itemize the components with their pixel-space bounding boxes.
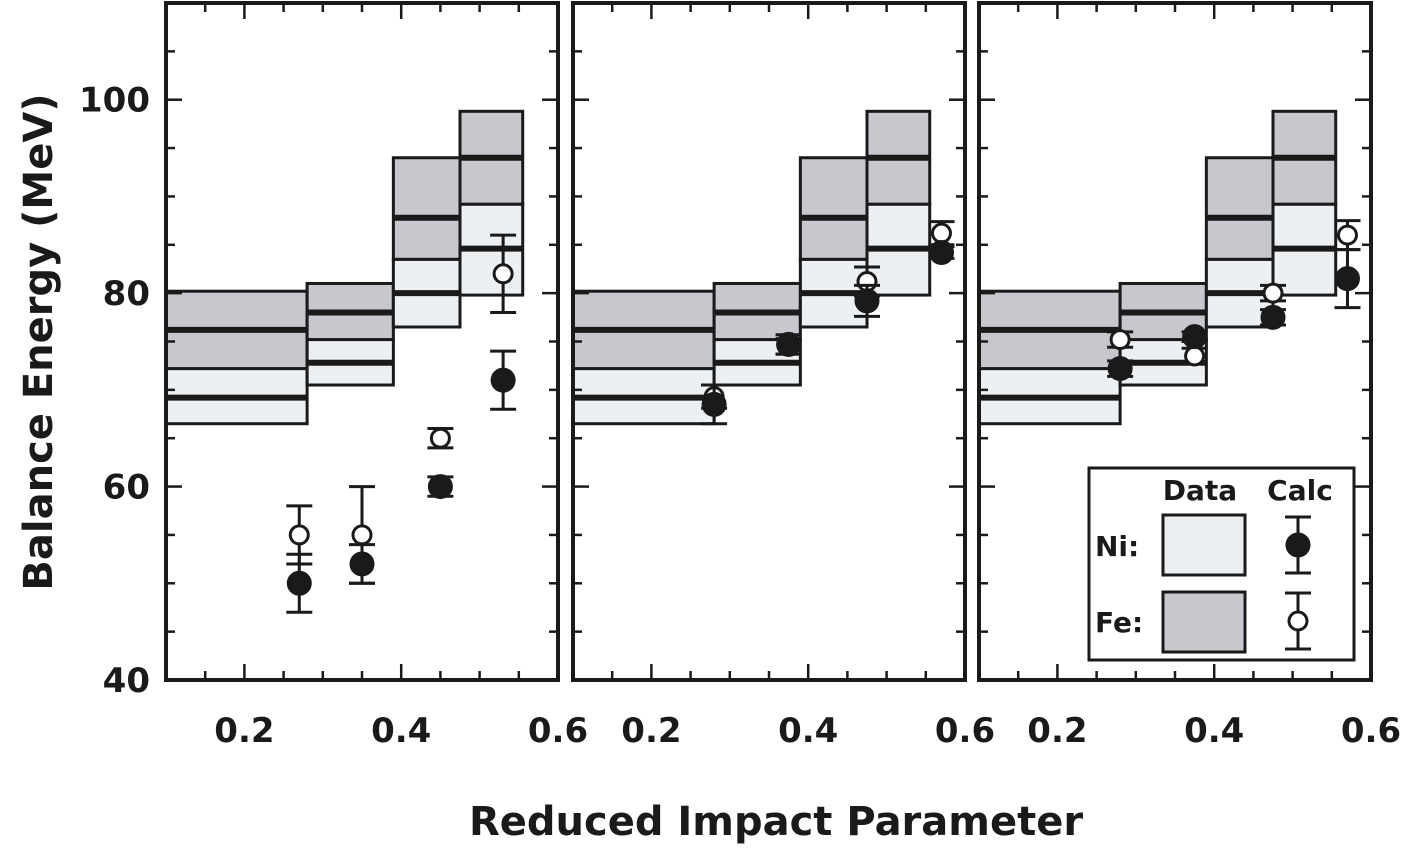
ni-calc-point	[1107, 356, 1133, 382]
ni-calc-point	[701, 391, 727, 417]
legend-label-fe: Fe:	[1095, 606, 1143, 639]
legend: Data Calc Ni: Fe:	[1087, 466, 1356, 662]
ni-calc-point	[349, 551, 375, 577]
ni-calc-point	[1334, 266, 1360, 292]
ni-calc-point	[928, 240, 954, 266]
fe-calc-point	[492, 263, 514, 285]
fe-data-band	[1204, 156, 1275, 261]
ni-calc-point	[286, 570, 312, 596]
ni-calc-point	[490, 367, 516, 393]
x-axis-title: Reduced Impact Parameter	[469, 799, 1083, 845]
fe-calc-point	[1109, 329, 1131, 351]
ni-calc-point	[854, 288, 880, 314]
panel-1: 0.2 0.4 0.6	[164, 1, 588, 751]
x-tick-label: 0.2	[214, 711, 274, 751]
x-tick-label: 0.2	[621, 711, 681, 751]
legend-ni-calc-marker	[1285, 532, 1311, 558]
ni-calc-point	[427, 474, 453, 500]
fe-calc-point	[1262, 282, 1284, 304]
fe-calc-point	[351, 524, 373, 546]
y-tick-label: 60	[103, 468, 150, 508]
ni-calc-point	[1182, 324, 1208, 350]
y-axis-title: Balance Energy (MeV)	[16, 93, 62, 590]
panel-frame	[571, 1, 967, 682]
y-tick-label: 80	[103, 274, 150, 314]
legend-fe-data-swatch	[1161, 590, 1247, 654]
panel-2: 0.2 0.4 0.6	[571, 1, 995, 751]
legend-header-calc: Calc	[1267, 474, 1333, 507]
panel-3: 0.2 0.4 0.6	[977, 1, 1401, 751]
x-tick-label: 0.4	[1184, 711, 1244, 751]
ni-calc-point	[776, 331, 802, 357]
legend-header-data: Data	[1163, 474, 1237, 507]
fe-data-band	[798, 156, 869, 261]
x-tick-label: 0.6	[1341, 711, 1401, 751]
panels-layer: 0.2 0.4 0.6 0.2 0.4 0.6 0.2 0.4 0.6 40 60 80 100 Data…	[79, 1, 1401, 751]
panel-frame	[164, 1, 560, 682]
y-tick-label: 40	[103, 661, 150, 701]
ni-calc-point	[1260, 304, 1286, 330]
fe-data-band	[391, 156, 462, 261]
y-tick-label: 100	[79, 81, 150, 121]
panel-content	[979, 109, 1338, 426]
x-tick-label: 0.4	[778, 711, 838, 751]
panel-content	[166, 109, 525, 426]
legend-label-ni: Ni:	[1095, 530, 1139, 563]
x-tick-label: 0.4	[371, 711, 431, 751]
x-tick-label: 0.6	[528, 711, 588, 751]
fe-calc-point	[288, 524, 310, 546]
fe-calc-point	[429, 427, 451, 449]
fe-calc-point	[1336, 224, 1358, 246]
x-tick-label: 0.6	[935, 711, 995, 751]
x-tick-label: 0.2	[1027, 711, 1087, 751]
panel-frame	[977, 1, 1373, 682]
fe-calc-point	[1184, 345, 1206, 367]
legend-ni-data-swatch	[1161, 513, 1247, 577]
fe-calc-point	[930, 222, 952, 244]
legend-fe-calc-marker	[1287, 610, 1309, 632]
